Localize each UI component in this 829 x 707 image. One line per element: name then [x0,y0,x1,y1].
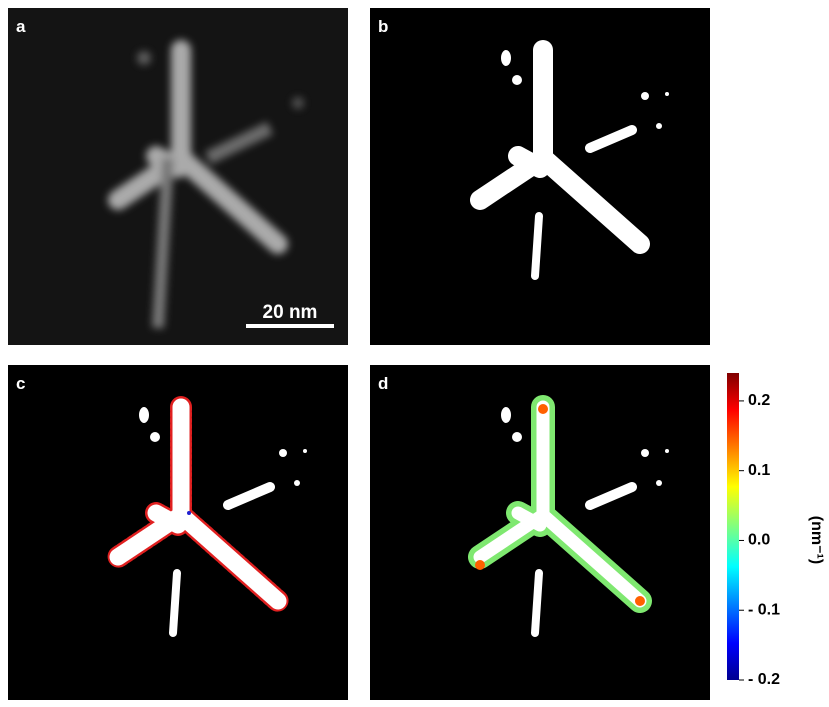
colorbar [727,373,739,680]
panel-c: c [8,365,348,700]
panel-b: b [370,8,710,345]
colorbar-tick-label: 0.2 [748,392,770,409]
colorbar-tick-label: - 0.2 [748,671,780,688]
figure: a 20 nm b c d (nm⁻¹) 0.2 0.1 0.0 - 0.1 - 0.2 [0,0,829,707]
colorbar-tick-label: 0.0 [748,532,770,549]
scale-bar-label: 20 nm [263,302,318,323]
page: {"panels": [{"label": "a"}, {"label": "b… [0,0,829,707]
colorbar-tick-label: - 0.1 [748,601,780,618]
panel-a: a 20 nm [8,8,348,345]
panel-d: d [370,365,710,700]
panel-label: a [16,17,26,36]
panel-label: c [16,374,25,393]
colorbar-tick-label: 0.1 [748,462,770,479]
panel-label: b [378,17,388,36]
panel-label: d [378,374,388,393]
colorbar-label: (nm⁻¹) [808,516,825,564]
